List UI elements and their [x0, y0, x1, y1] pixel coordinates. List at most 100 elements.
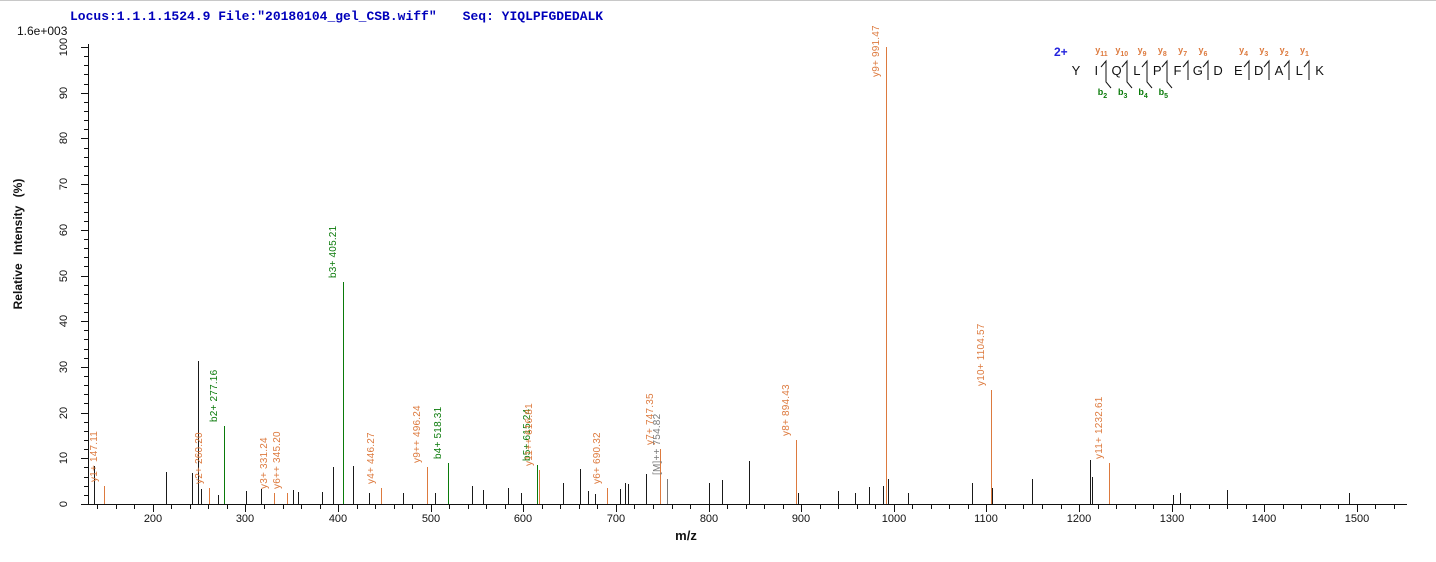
x-minor-tick — [672, 505, 673, 509]
y-tick-label: 90 — [58, 86, 70, 100]
peak-y — [796, 440, 797, 504]
peak-unassigned — [246, 491, 247, 504]
cleavage-mark — [1283, 59, 1290, 80]
peak-unassigned — [855, 493, 856, 504]
x-minor-tick — [1375, 505, 1376, 509]
y-major-tick — [81, 93, 88, 94]
peak-unassigned — [869, 487, 870, 504]
intensity-scale-label: 1.6e+003 — [17, 24, 68, 38]
peak-unassigned — [588, 491, 589, 504]
x-minor-tick — [468, 505, 469, 509]
y-ion-label: y10 — [1115, 45, 1129, 58]
x-minor-tick — [394, 505, 395, 509]
peak-unassigned — [483, 490, 484, 504]
sequence-residue: F — [1173, 63, 1182, 78]
y-minor-tick — [84, 385, 88, 386]
y-tick-label: 10 — [58, 451, 70, 465]
peak-label: b4+ 518.31 — [433, 406, 444, 459]
x-tick-label: 1200 — [1066, 513, 1092, 525]
peak-unassigned — [333, 467, 334, 504]
y-ion-label: y11 — [1095, 45, 1108, 58]
y-minor-tick — [84, 56, 88, 57]
x-major-tick — [894, 505, 895, 512]
x-major-tick — [245, 505, 246, 512]
x-minor-tick — [1320, 505, 1321, 509]
x-major-tick — [1172, 505, 1173, 512]
y-ion-label: y6 — [1198, 45, 1208, 58]
y-minor-tick — [84, 495, 88, 496]
x-minor-tick — [1227, 505, 1228, 509]
peak-label: y6+ 690.32 — [592, 432, 603, 484]
peak-label: [M]++ 754.82 — [652, 413, 663, 475]
x-minor-tick — [1116, 505, 1117, 509]
y-tick-label: 50 — [58, 269, 70, 283]
x-major-tick — [153, 505, 154, 512]
peak-unassigned — [1092, 477, 1093, 504]
peak-unassigned — [628, 484, 629, 504]
y-major-tick — [81, 321, 88, 322]
x-tick-label: 1400 — [1251, 513, 1277, 525]
x-major-tick — [709, 505, 710, 512]
y-major-tick — [81, 458, 88, 459]
x-minor-tick — [1135, 505, 1136, 509]
cleavage-mark — [1141, 59, 1153, 89]
peak-unassigned — [521, 493, 522, 504]
sequence-residue: Q — [1111, 63, 1122, 78]
x-tick-label: 500 — [421, 513, 441, 525]
y-tick-label: 60 — [58, 223, 70, 237]
y-minor-tick — [84, 166, 88, 167]
peak-unassigned — [625, 483, 626, 504]
y-minor-tick — [84, 422, 88, 423]
y-minor-tick — [84, 129, 88, 130]
y-minor-tick — [84, 467, 88, 468]
y-minor-tick — [84, 339, 88, 340]
peak-unassigned — [838, 491, 839, 504]
sequence-residue: L — [1133, 63, 1141, 78]
x-minor-tick — [486, 505, 487, 509]
x-minor-tick — [1209, 505, 1210, 509]
y-major-tick — [81, 413, 88, 414]
peak-label: b2+ 277.16 — [209, 369, 220, 422]
peak-unassigned — [595, 494, 596, 504]
peak-y — [991, 390, 992, 504]
sequence-residue: K — [1315, 63, 1324, 78]
b-ion-label: b2 — [1097, 87, 1108, 100]
peak-unassigned — [1173, 495, 1174, 504]
x-minor-tick — [968, 505, 969, 509]
y-minor-tick — [84, 394, 88, 395]
peak-unassigned — [353, 466, 354, 504]
x-major-tick — [338, 505, 339, 512]
x-major-tick — [801, 505, 802, 512]
peak-label: b3+ 405.21 — [328, 225, 339, 278]
x-minor-tick — [1005, 505, 1006, 509]
peak-unassigned — [620, 489, 621, 504]
peak-label: y8+ 894.43 — [781, 384, 792, 436]
y-minor-tick — [84, 312, 88, 313]
peak-label: y11+ 1232.61 — [1094, 396, 1105, 459]
peak-precursor — [667, 479, 668, 504]
x-minor-tick — [505, 505, 506, 509]
peak-unassigned — [298, 492, 299, 504]
peak-unassigned — [218, 495, 219, 504]
y-minor-tick — [84, 239, 88, 240]
sequence-residue: D — [1213, 63, 1223, 78]
y-minor-tick — [84, 65, 88, 66]
x-minor-tick — [283, 505, 284, 509]
y-minor-tick — [84, 221, 88, 222]
x-minor-tick — [1098, 505, 1099, 509]
y-major-tick — [81, 276, 88, 277]
x-tick-label: 700 — [606, 513, 626, 525]
x-minor-tick — [1042, 505, 1043, 509]
peak-unassigned — [166, 472, 167, 504]
x-minor-tick — [560, 505, 561, 509]
y-ion-label: y3 — [1259, 45, 1269, 58]
x-minor-tick — [116, 505, 117, 509]
y-minor-tick — [84, 193, 88, 194]
x-minor-tick — [1190, 505, 1191, 509]
x-minor-tick — [727, 505, 728, 509]
peak-y — [660, 449, 661, 504]
peak-unassigned — [709, 483, 710, 504]
y-tick-label: 80 — [58, 131, 70, 145]
x-tick-label: 400 — [328, 513, 348, 525]
peak-label: y10+ 1104.57 — [976, 323, 987, 386]
